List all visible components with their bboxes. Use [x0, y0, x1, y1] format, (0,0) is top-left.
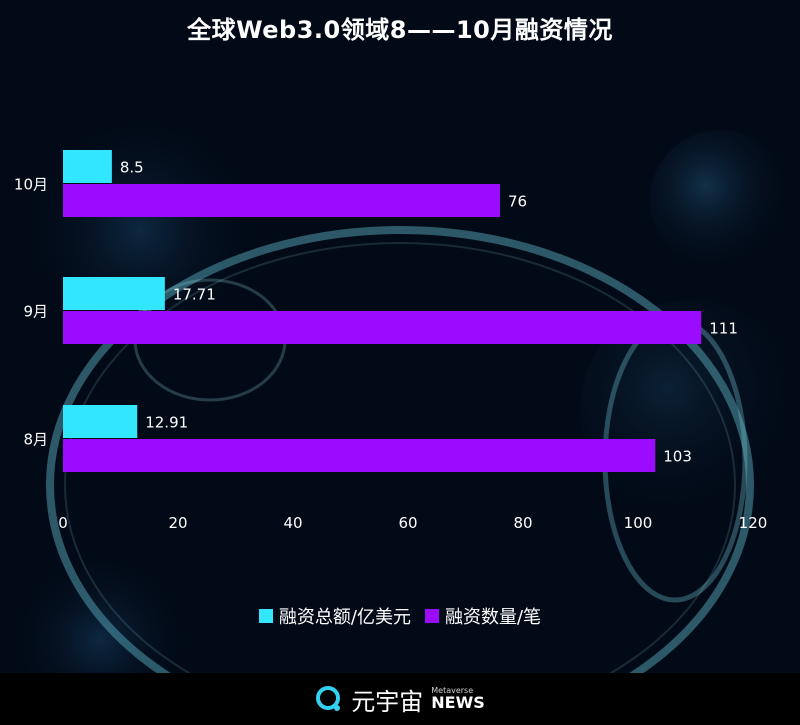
legend-label-deal-count: 融资数量/笔: [445, 607, 542, 628]
bar-total-amount: [63, 277, 165, 310]
bar-deal-count: [63, 311, 702, 344]
brand-name: 元宇宙: [351, 687, 424, 716]
category-label: 8月: [23, 431, 48, 449]
brand-news-text: NEWS: [431, 693, 485, 712]
brand-logo-icon: [316, 686, 341, 711]
x-tick-label: 40: [283, 514, 302, 532]
bar-deal-count: [63, 184, 500, 217]
x-tick-label: 0: [58, 514, 68, 532]
data-label: 76: [508, 193, 527, 211]
bar-deal-count: [63, 439, 656, 472]
category-label: 10月: [14, 176, 48, 194]
footer-bar: 元宇宙 Metaverse NEWS: [0, 673, 800, 725]
x-tick-label: 100: [624, 514, 653, 532]
data-label: 111: [709, 320, 738, 338]
legend-item-deal-count[interactable]: 融资数量/笔: [425, 603, 541, 629]
brand-subtitle: Metaverse NEWS: [431, 687, 485, 711]
legend-swatch-deal-count: [425, 609, 439, 623]
x-tick-label: 60: [398, 514, 417, 532]
bar-total-amount: [63, 405, 138, 438]
bar-chart: 10月 8.5 76 9月 17.71 111 8月 12.91 103 0 20 40 60 80 100…: [14, 150, 768, 532]
chart-title: 全球Web3.0领域8——10月融资情况: [187, 16, 613, 44]
legend-item-total-amount[interactable]: 融资总额/亿美元: [258, 603, 411, 629]
bar-total-amount: [63, 150, 112, 183]
data-label: 12.91: [145, 414, 188, 432]
brand-small-text: Metaverse: [431, 686, 474, 695]
data-label: 103: [663, 448, 692, 466]
legend-label-total-amount: 融资总额/亿美元: [278, 607, 411, 628]
category-label: 9月: [23, 303, 48, 321]
x-tick-label: 120: [739, 514, 768, 532]
x-tick-label: 20: [168, 514, 187, 532]
chart-legend: 融资总额/亿美元 融资数量/笔: [0, 603, 800, 629]
data-label: 17.71: [173, 286, 216, 304]
x-tick-label: 80: [513, 514, 532, 532]
legend-swatch-total-amount: [258, 609, 273, 623]
data-label: 8.5: [120, 159, 144, 177]
